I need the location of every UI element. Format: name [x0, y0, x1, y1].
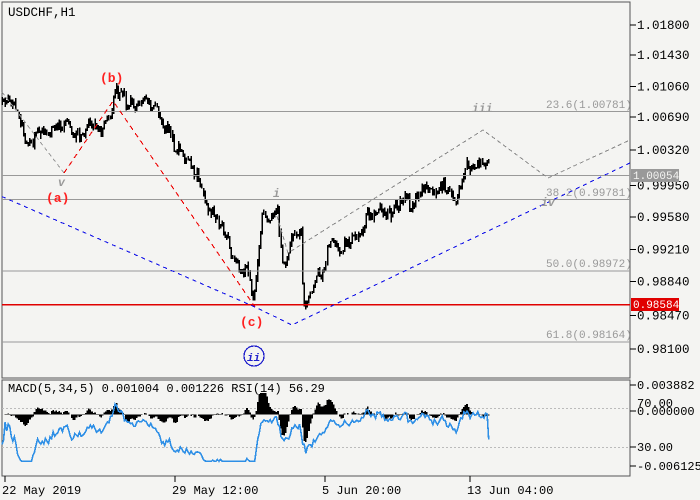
svg-text:13 Jun 04:00: 13 Jun 04:00 — [467, 484, 553, 498]
svg-text:0.98584: 0.98584 — [633, 300, 680, 312]
svg-text:v: v — [58, 177, 66, 190]
svg-text:5 Jun 20:00: 5 Jun 20:00 — [322, 484, 401, 498]
svg-text:50.0(0.98972): 50.0(0.98972) — [546, 259, 632, 271]
svg-text:1.00054: 1.00054 — [633, 171, 680, 183]
svg-text:USDCHF,H1: USDCHF,H1 — [8, 6, 76, 20]
svg-text:1.00320: 1.00320 — [637, 144, 690, 158]
svg-text:iii: iii — [472, 103, 493, 116]
svg-text:30.00: 30.00 — [637, 441, 673, 455]
svg-text:0.003882: 0.003882 — [637, 379, 695, 393]
svg-text:29 May 12:00: 29 May 12:00 — [172, 484, 258, 498]
svg-text:MACD(5,34,5) 0.001004 0.001226: MACD(5,34,5) 0.001004 0.001226 RSI(14) 5… — [8, 382, 325, 396]
svg-text:ii: ii — [247, 353, 260, 365]
svg-text:61.8(0.98164): 61.8(0.98164) — [546, 330, 632, 342]
svg-text:0.000000: 0.000000 — [637, 405, 695, 419]
svg-text:0.98840: 0.98840 — [637, 276, 690, 290]
svg-text:1.01800: 1.01800 — [637, 19, 690, 33]
svg-text:0.99210: 0.99210 — [637, 243, 690, 257]
svg-text:23.6(1.00781): 23.6(1.00781) — [546, 100, 632, 112]
svg-text:0.98100: 0.98100 — [637, 343, 690, 357]
svg-text:i: i — [273, 188, 280, 201]
svg-text:38.2(0.99781): 38.2(0.99781) — [546, 188, 632, 200]
svg-text:0.99580: 0.99580 — [637, 211, 690, 225]
svg-text:iv: iv — [541, 197, 556, 210]
svg-text:(c): (c) — [240, 315, 263, 330]
svg-text:(a): (a) — [46, 191, 69, 206]
svg-text:22 May 2019: 22 May 2019 — [2, 484, 81, 498]
svg-text:1.00690: 1.00690 — [637, 111, 690, 125]
svg-text:1.01430: 1.01430 — [637, 49, 690, 63]
svg-text:-0.006125: -0.006125 — [637, 460, 700, 474]
svg-text:(b): (b) — [100, 71, 123, 86]
svg-text:1.01060: 1.01060 — [637, 80, 690, 94]
